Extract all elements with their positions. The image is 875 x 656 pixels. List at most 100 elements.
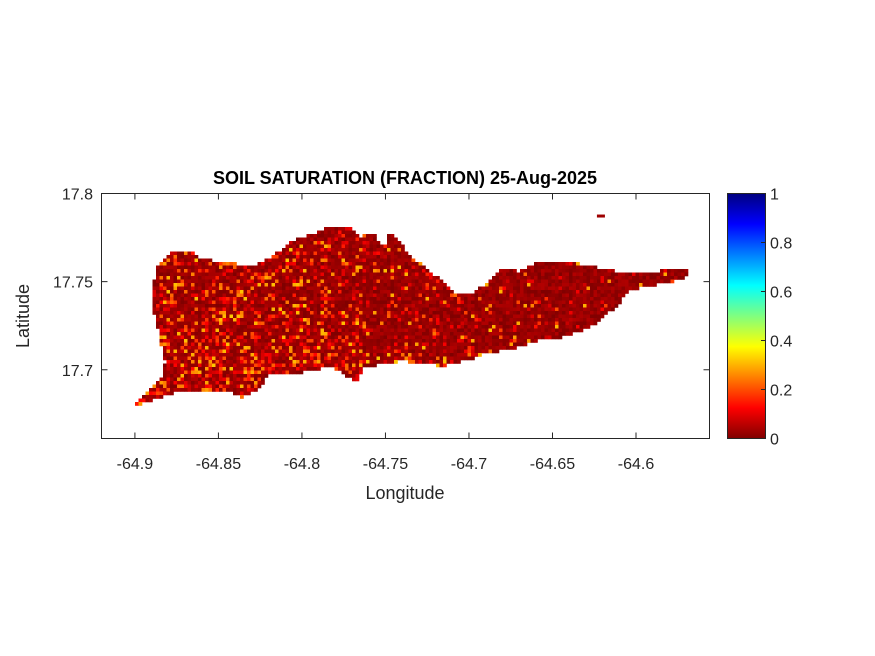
heatmap-cell bbox=[306, 272, 311, 277]
heatmap-cell bbox=[555, 290, 559, 294]
heatmap-cell bbox=[348, 339, 353, 343]
heatmap-cell bbox=[443, 349, 447, 354]
heatmap-cell bbox=[366, 283, 370, 287]
heatmap-cell bbox=[282, 248, 286, 252]
heatmap-cell bbox=[240, 388, 244, 392]
heatmap-cell bbox=[471, 332, 475, 336]
heatmap-cell bbox=[380, 255, 384, 259]
heatmap-cell bbox=[513, 304, 517, 308]
heatmap-cell bbox=[208, 384, 213, 389]
heatmap-cell bbox=[537, 262, 542, 266]
heatmap-cell bbox=[338, 290, 342, 294]
heatmap-cell bbox=[383, 311, 388, 315]
heatmap-cell bbox=[530, 276, 535, 280]
heatmap-cell bbox=[355, 293, 360, 298]
heatmap-cell bbox=[327, 304, 332, 308]
heatmap-cell bbox=[324, 255, 328, 259]
heatmap-cell bbox=[233, 381, 237, 385]
heatmap-cell bbox=[170, 346, 174, 350]
heatmap-cell bbox=[271, 321, 276, 326]
heatmap-cell bbox=[457, 293, 461, 298]
heatmap-cell bbox=[331, 279, 335, 284]
heatmap-cell bbox=[208, 339, 213, 343]
heatmap-cell bbox=[366, 251, 370, 256]
heatmap-cell bbox=[156, 276, 160, 280]
heatmap-cell bbox=[467, 356, 472, 361]
heatmap-cell bbox=[387, 255, 391, 259]
heatmap-cell bbox=[401, 265, 405, 270]
colorbar bbox=[727, 193, 766, 439]
heatmap-cell bbox=[338, 293, 342, 298]
heatmap-cell bbox=[390, 272, 395, 277]
heatmap-cell bbox=[565, 304, 570, 308]
heatmap-cell bbox=[317, 279, 321, 284]
heatmap-cell bbox=[527, 297, 531, 301]
heatmap-cell bbox=[268, 353, 272, 357]
heatmap-cell bbox=[415, 346, 419, 350]
heatmap-cell bbox=[278, 307, 283, 312]
heatmap-cell bbox=[222, 307, 227, 312]
heatmap-cell bbox=[257, 297, 262, 301]
heatmap-cell bbox=[215, 342, 220, 347]
heatmap-cell bbox=[282, 321, 286, 326]
heatmap-cell bbox=[306, 346, 311, 350]
heatmap-cell bbox=[404, 339, 409, 343]
heatmap-cell bbox=[236, 388, 241, 392]
heatmap-cell bbox=[355, 234, 360, 238]
heatmap-cell bbox=[432, 279, 437, 284]
heatmap-cell bbox=[306, 244, 311, 249]
heatmap-cell bbox=[163, 388, 167, 392]
heatmap-cell bbox=[411, 332, 416, 336]
heatmap-cell bbox=[565, 332, 570, 336]
heatmap-cell bbox=[362, 356, 367, 361]
heatmap-cell bbox=[394, 258, 398, 263]
heatmap-cell bbox=[457, 321, 461, 326]
heatmap-cell bbox=[173, 297, 178, 301]
heatmap-cell bbox=[355, 356, 360, 361]
heatmap-cell bbox=[194, 307, 199, 312]
heatmap-cell bbox=[299, 325, 304, 329]
heatmap-cell bbox=[282, 349, 286, 354]
heatmap-cell bbox=[313, 311, 318, 315]
heatmap-cell bbox=[166, 339, 171, 343]
heatmap-cell bbox=[352, 241, 356, 245]
heatmap-cell bbox=[289, 300, 293, 305]
heatmap-cell bbox=[292, 346, 297, 350]
heatmap-cell bbox=[205, 290, 209, 294]
heatmap-cell bbox=[184, 262, 188, 266]
heatmap-cell bbox=[464, 335, 468, 340]
heatmap-cell bbox=[551, 328, 556, 333]
heatmap-cell bbox=[394, 339, 398, 343]
heatmap-cell bbox=[551, 293, 556, 298]
heatmap-cell bbox=[180, 388, 185, 392]
heatmap-cell bbox=[572, 297, 577, 301]
heatmap-cell bbox=[390, 342, 395, 347]
heatmap-cell bbox=[523, 339, 528, 343]
heatmap-cell bbox=[632, 276, 636, 280]
heatmap-cell bbox=[614, 290, 619, 294]
heatmap-cell bbox=[292, 304, 297, 308]
heatmap-cell bbox=[331, 318, 335, 322]
heatmap-cell bbox=[611, 290, 615, 294]
heatmap-cell bbox=[327, 342, 332, 347]
heatmap-cell bbox=[159, 377, 164, 382]
heatmap-cell bbox=[159, 279, 164, 284]
heatmap-cell bbox=[642, 279, 647, 284]
heatmap-cell bbox=[254, 272, 258, 277]
heatmap-cell bbox=[614, 272, 619, 277]
heatmap-cell bbox=[359, 255, 363, 259]
heatmap-cell bbox=[317, 325, 321, 329]
heatmap-cell bbox=[212, 335, 216, 340]
heatmap-cell bbox=[499, 335, 503, 340]
heatmap-cell bbox=[565, 307, 570, 312]
heatmap-cell bbox=[390, 325, 395, 329]
heatmap-cell bbox=[380, 251, 384, 256]
heatmap-cell bbox=[275, 283, 279, 287]
heatmap-cell bbox=[481, 311, 486, 315]
heatmap-cell bbox=[474, 318, 479, 322]
heatmap-cell bbox=[544, 318, 549, 322]
heatmap-cell bbox=[247, 346, 251, 350]
heatmap-cell bbox=[331, 328, 335, 333]
heatmap-cell bbox=[551, 286, 556, 291]
heatmap-cell bbox=[285, 290, 290, 294]
